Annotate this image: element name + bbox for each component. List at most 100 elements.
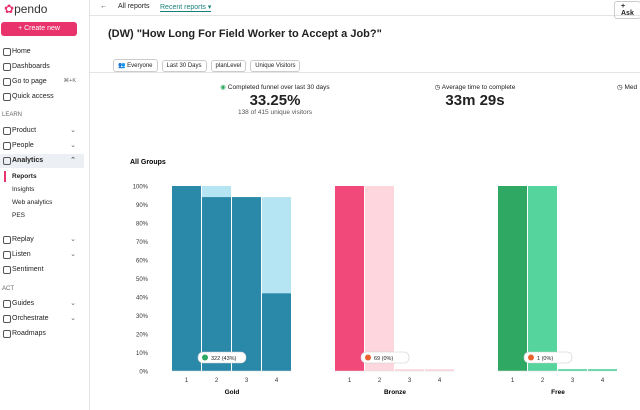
nav-item[interactable]: Analytics ⌃ <box>3 154 84 167</box>
filter-chip[interactable]: Unique Visitors <box>250 60 301 72</box>
chart-heading: All Groups <box>130 159 166 166</box>
filters: 👥 Everyone Last 30 Days planLevel Unique Vi… <box>113 54 304 72</box>
step-label: 4 <box>275 378 279 384</box>
nav-label: Listen <box>12 251 31 258</box>
nav-item[interactable]: Product ⌄ <box>3 124 84 137</box>
nav-item[interactable]: Home <box>3 45 84 58</box>
step-label: 2 <box>541 378 545 384</box>
badge-icon <box>202 354 208 361</box>
step-label: 2 <box>215 378 219 384</box>
y-tick-label: 10% <box>136 351 149 357</box>
group-name: Free <box>551 389 565 396</box>
active-bar <box>4 171 6 182</box>
y-tick-label: 40% <box>136 296 149 302</box>
filter-chip[interactable]: planLevel <box>210 60 247 72</box>
nav-label: Guides <box>12 300 35 307</box>
step-label: 1 <box>348 378 352 384</box>
ask-button[interactable]: + Ask <box>614 1 640 19</box>
stat-value: 33m 29s <box>445 92 505 109</box>
back-arrow[interactable]: ← <box>100 3 107 10</box>
nav-item[interactable]: Replay ⌄ <box>3 233 84 246</box>
logo: ✿pendo <box>4 2 48 16</box>
nav-label: Product <box>12 127 37 134</box>
y-tick-label: 90% <box>136 203 149 209</box>
nav-label: Replay <box>12 236 34 243</box>
nav-item[interactable]: Orchestrate ⌄ <box>3 312 84 325</box>
y-tick-label: 80% <box>136 222 149 228</box>
ask-label: Ask <box>621 10 634 17</box>
dropoff-bar <box>395 369 424 371</box>
group-name: Gold <box>225 389 240 396</box>
dropoff-bar <box>365 186 394 371</box>
report-title: (DW) "How Long For Field Worker to Accep… <box>108 28 382 40</box>
nav-label: Analytics <box>12 157 44 164</box>
step-label: 4 <box>438 378 442 384</box>
section-title: ACT <box>2 286 14 292</box>
converted-bar <box>498 186 527 371</box>
stat-label-text: Completed funnel over last 30 days <box>227 84 330 91</box>
breadcrumb[interactable]: All reports <box>118 3 150 10</box>
badge-icon <box>528 354 534 361</box>
badge-text: 1 (0%) <box>537 356 553 362</box>
converted-bar <box>232 197 261 371</box>
y-tick-label: 60% <box>136 259 149 265</box>
step-label: 3 <box>408 378 412 384</box>
shortcut: ⌘+K <box>63 78 76 84</box>
recent-reports[interactable]: Recent reports ▾ <box>160 4 212 12</box>
sub-item[interactable]: Reports <box>12 173 37 180</box>
badge <box>360 351 410 364</box>
badge <box>197 351 247 364</box>
dropoff-bar <box>425 369 454 371</box>
group-name: Bronze <box>384 389 406 396</box>
step-label: 4 <box>601 378 605 384</box>
create-button[interactable]: + Create new <box>1 22 77 36</box>
step-label: 3 <box>571 378 575 384</box>
logo-text: pendo <box>14 2 48 16</box>
filter-chip[interactable]: 👥 Everyone <box>113 59 158 72</box>
y-tick-label: 30% <box>136 314 149 320</box>
stat: ◉ Completed funnel over last 30 days 33.… <box>195 83 355 116</box>
nav-item[interactable]: Sentiment <box>3 263 84 276</box>
nav-label: Go to page <box>12 78 47 85</box>
nav-item[interactable]: Dashboards <box>3 60 84 73</box>
sidebar: ✿pendo + Create new Home Dashboards Go t… <box>0 0 90 410</box>
sub-item[interactable]: Web analytics <box>12 199 53 206</box>
step-label: 3 <box>245 378 249 384</box>
stat-value: 33.25% <box>249 92 301 109</box>
stat-label: ◉ Completed funnel over last 30 days <box>220 84 330 91</box>
nav-item[interactable]: Guides ⌄ <box>3 297 84 310</box>
converted-bar <box>335 186 364 371</box>
nav-item[interactable]: Quick access <box>3 90 84 103</box>
dropoff-bar <box>528 186 557 371</box>
y-tick-label: 50% <box>136 277 149 283</box>
dropoff-bar <box>588 369 617 371</box>
nav-item[interactable]: Roadmaps <box>3 327 84 340</box>
divider <box>90 72 640 73</box>
filter-chip[interactable]: Last 30 Days <box>161 60 207 72</box>
stat: ◷ Average time to complete 33m 29s <box>405 83 545 109</box>
sub-item[interactable]: Insights <box>12 186 35 193</box>
y-tick-label: 70% <box>136 240 149 246</box>
nav-label: People <box>12 142 34 149</box>
nav-item[interactable]: Listen ⌄ <box>3 248 84 261</box>
converted-bar <box>262 293 291 371</box>
converted-bar <box>172 186 201 371</box>
funnel-chart: All Groups 0% 10% 20% 30% 40% 50% 60% 70% 80% 90%… <box>130 159 617 396</box>
step-label: 2 <box>378 378 382 384</box>
y-tick-label: 100% <box>133 185 149 191</box>
nav-item[interactable]: People ⌄ <box>3 139 84 152</box>
recent-label: Recent reports <box>160 4 206 11</box>
top-bar: ← All reports Recent reports ▾ + Ask <box>90 0 640 19</box>
sub-item[interactable]: PES <box>12 212 26 219</box>
stat-label-text: Med <box>624 84 638 91</box>
y-tick-label: 0% <box>139 370 148 376</box>
y-tick-label: 20% <box>136 333 149 339</box>
nav-label: Orchestrate <box>12 315 49 322</box>
badge <box>523 351 573 364</box>
nav-item[interactable]: Go to page ⌘+K <box>3 75 84 88</box>
dropoff-bar <box>558 369 587 371</box>
badge-icon <box>365 354 371 361</box>
step-label: 1 <box>185 378 189 384</box>
nav-highlight <box>0 154 84 168</box>
